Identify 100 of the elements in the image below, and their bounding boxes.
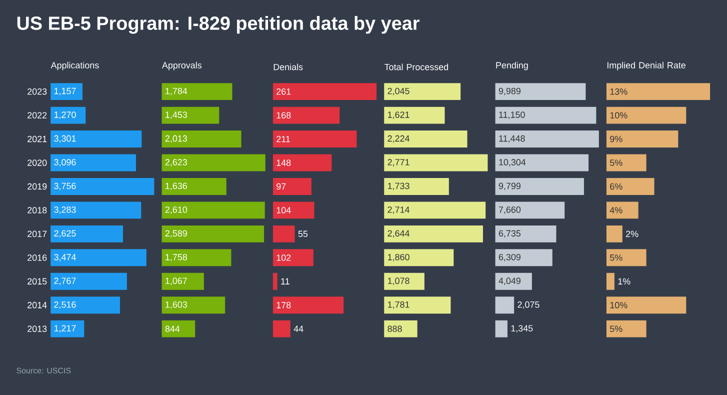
bar [50,178,154,195]
data-label: 5% [610,159,622,166]
data-label: 2,224 [388,135,410,142]
data-label: 3,096 [54,158,76,166]
data-label: 55 [298,230,308,237]
data-label: 4,049 [498,277,520,285]
data-label: 2,045 [388,88,410,96]
bar [495,248,552,266]
data-label: 9,989 [498,88,520,96]
bar [50,225,124,242]
data-label: 5% [610,254,622,261]
bar [272,201,314,218]
bar [495,106,596,124]
data-label: 1,784 [166,88,188,96]
bar [606,82,710,100]
bar [162,272,204,290]
y-tick-label: 2017 [28,230,47,237]
bar [606,130,678,148]
data-label: 1,781 [388,301,410,309]
data-label: 888 [388,325,402,332]
bar [606,201,638,218]
bar [495,201,565,218]
data-label: 97 [276,183,286,190]
bar [50,296,120,314]
y-tick-label: 2014 [28,302,47,308]
bar [162,248,232,266]
data-label: 2,013 [165,135,187,142]
bar [384,106,445,124]
data-label: 211 [276,136,290,142]
bar [272,106,340,124]
bar [384,296,451,314]
bar [162,82,232,100]
bar [384,225,483,242]
data-label: 1,078 [388,277,410,285]
y-tick-label: 2013 [28,325,47,332]
bar [272,272,278,290]
bar [384,248,454,266]
data-label: 2,714 [388,206,410,214]
data-label: 1,453 [166,111,187,119]
y-tick-label: 2020 [28,159,47,166]
y-tick-label: 2023 [28,88,47,95]
data-label: 10,304 [499,158,526,166]
data-label: 1,860 [388,254,410,262]
bar [495,130,599,148]
bar [495,82,586,100]
data-label: 844 [165,325,180,332]
data-label: 104 [276,206,291,214]
bar [606,320,646,338]
bar [384,272,424,290]
data-label: 148 [276,159,291,166]
chart-title: Total Processed [384,63,448,70]
bar [162,106,220,124]
data-label: 4% [610,206,622,214]
data-label: 6,309 [498,254,520,262]
data-label: 1,067 [166,277,187,285]
bar [272,225,295,242]
data-label: 44 [294,326,304,332]
bar [162,225,264,242]
bar [384,178,449,195]
data-label: 2,771 [388,158,410,166]
data-label: 11,150 [499,111,525,119]
bar [50,82,83,100]
bar [384,320,418,338]
bar [50,272,127,290]
bar [162,130,242,148]
y-tick-label: 2016 [28,254,47,261]
y-tick-label: 2018 [28,206,47,214]
chart-title: Applications [50,62,99,70]
data-label: 3,283 [54,206,76,214]
chart-title: Denials [274,63,303,70]
bar [606,106,686,124]
bar [495,225,556,242]
bar [272,320,290,338]
bar [384,130,468,148]
data-label: 261 [276,88,291,95]
data-label: 168 [276,112,291,118]
data-label: 3,756 [54,182,76,190]
data-label: 2,644 [388,230,410,238]
data-label: 1% [618,278,630,284]
data-label: 2,589 [165,230,187,238]
bar [495,320,508,338]
data-label: 2,623 [165,158,187,166]
data-label: 1,636 [166,182,187,190]
bar [272,154,332,171]
data-label: 11,448 [499,135,525,142]
data-label: 9% [610,136,622,142]
bar [495,154,589,171]
bar [384,201,486,218]
data-label: 1,157 [54,88,76,95]
bar [162,320,196,338]
bar [606,248,646,266]
chart-title: Implied Denial Rate [607,62,686,70]
data-label: 6,735 [498,230,521,238]
data-label: 6% [610,183,622,190]
bar [495,296,514,314]
data-label: 2,767 [54,277,76,285]
bar [162,154,266,171]
data-label: 102 [276,254,291,261]
data-label: 3,474 [54,254,76,262]
bar [50,320,84,338]
